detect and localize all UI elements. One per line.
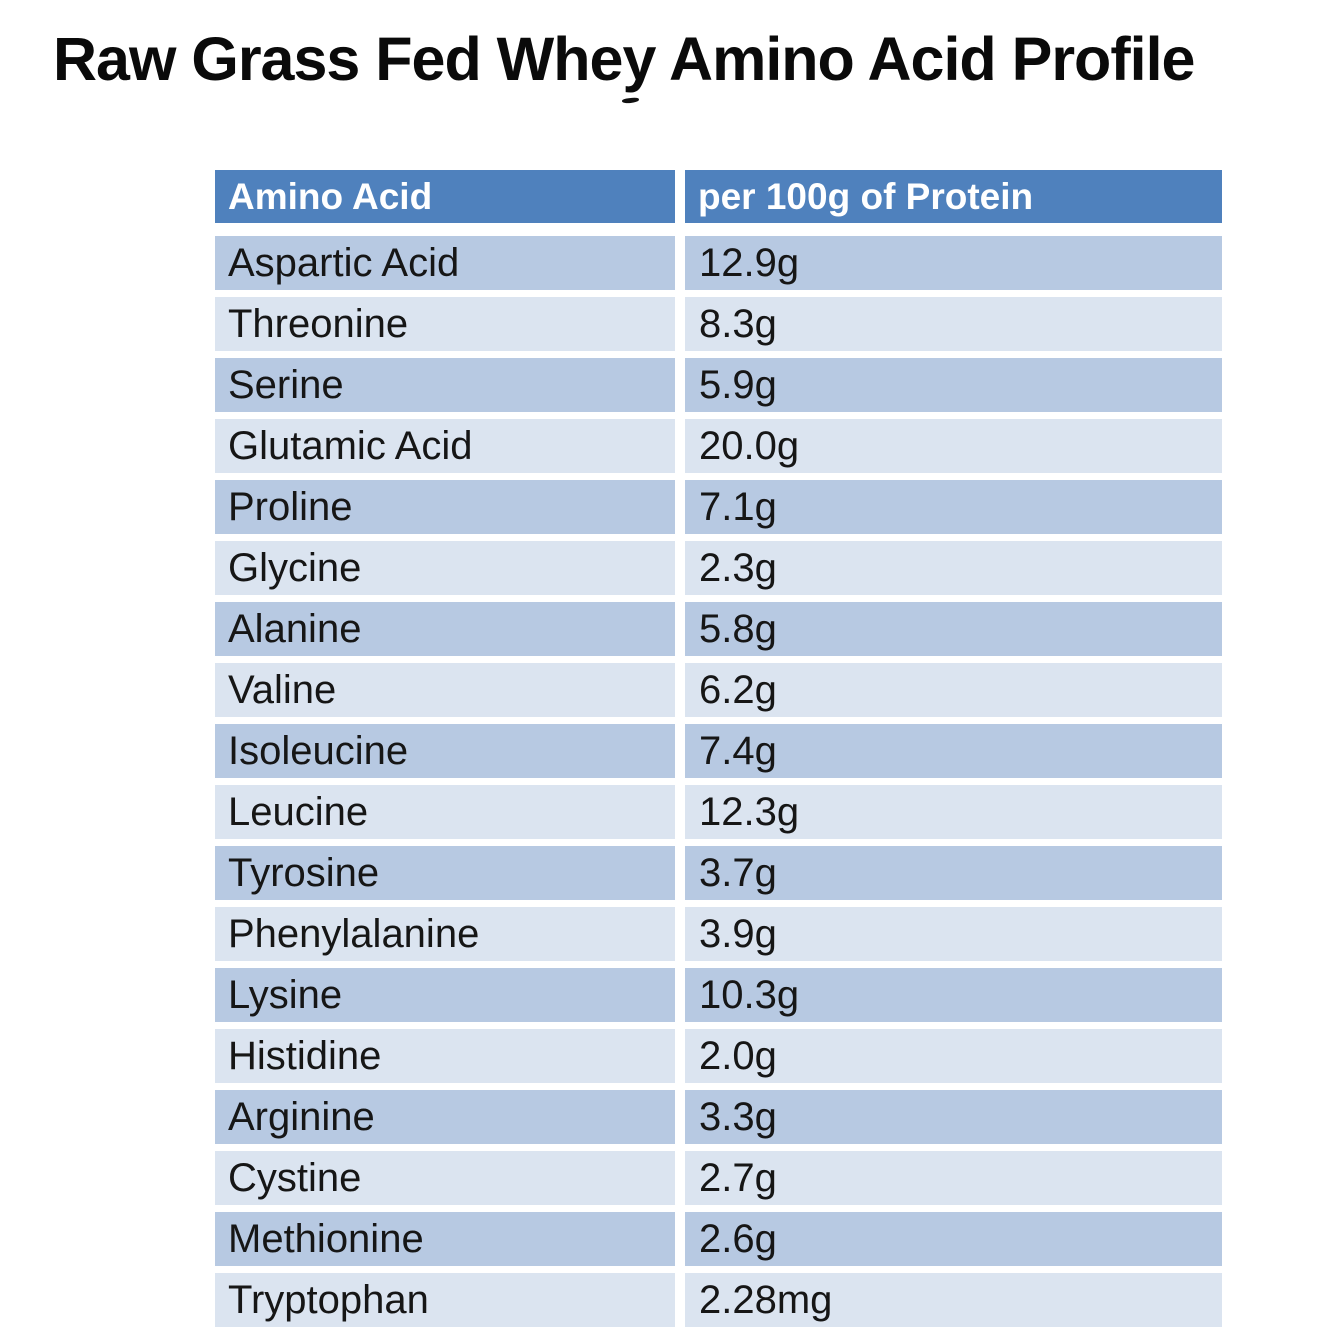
amino-acid-name-cell: Isoleucine <box>215 724 675 778</box>
amino-acid-value-cell: 12.3g <box>685 785 1222 839</box>
table-row: Proline 7.1g <box>215 480 1222 534</box>
amino-acid-value-cell: 2.28mg <box>685 1273 1222 1327</box>
page-title: Raw Grass Fed Whey Amino Acid Profile <box>53 25 1195 93</box>
amino-acid-name-cell: Glycine <box>215 541 675 595</box>
amino-acid-value-cell: 12.9g <box>685 236 1222 290</box>
amino-acid-value-cell: 6.2g <box>685 663 1222 717</box>
amino-acid-value-cell: 7.1g <box>685 480 1222 534</box>
amino-acid-value-cell: 2.3g <box>685 541 1222 595</box>
amino-acid-value-cell: 7.4g <box>685 724 1222 778</box>
table-row: Glutamic Acid 20.0g <box>215 419 1222 473</box>
amino-acid-table: Amino Acid per 100g of Protein Aspartic … <box>215 170 1222 1327</box>
stray-ink-mark <box>621 97 640 104</box>
amino-acid-value-cell: 3.3g <box>685 1090 1222 1144</box>
amino-acid-value-cell: 10.3g <box>685 968 1222 1022</box>
amino-acid-name-cell: Leucine <box>215 785 675 839</box>
table-row: Tryptophan 2.28mg <box>215 1273 1222 1327</box>
table-body: Aspartic Acid 12.9g Threonine 8.3g Serine 5.9… <box>215 236 1222 1327</box>
table-row: Histidine 2.0g <box>215 1029 1222 1083</box>
table-row: Lysine 10.3g <box>215 968 1222 1022</box>
amino-acid-name-cell: Glutamic Acid <box>215 419 675 473</box>
amino-acid-name-cell: Tyrosine <box>215 846 675 900</box>
amino-acid-name-cell: Proline <box>215 480 675 534</box>
table-header-row: Amino Acid per 100g of Protein <box>215 170 1222 223</box>
amino-acid-name-cell: Aspartic Acid <box>215 236 675 290</box>
column-header-per-100g-of-protein: per 100g of Protein <box>685 170 1222 223</box>
amino-acid-name-cell: Alanine <box>215 602 675 656</box>
amino-acid-name-cell: Tryptophan <box>215 1273 675 1327</box>
amino-acid-value-cell: 2.7g <box>685 1151 1222 1205</box>
table-row: Alanine 5.8g <box>215 602 1222 656</box>
amino-acid-name-cell: Lysine <box>215 968 675 1022</box>
amino-acid-name-cell: Arginine <box>215 1090 675 1144</box>
table-row: Isoleucine 7.4g <box>215 724 1222 778</box>
table-row: Methionine 2.6g <box>215 1212 1222 1266</box>
table-row: Aspartic Acid 12.9g <box>215 236 1222 290</box>
table-row: Valine 6.2g <box>215 663 1222 717</box>
table-row: Leucine 12.3g <box>215 785 1222 839</box>
amino-acid-value-cell: 20.0g <box>685 419 1222 473</box>
amino-acid-value-cell: 5.8g <box>685 602 1222 656</box>
table-row: Serine 5.9g <box>215 358 1222 412</box>
amino-acid-name-cell: Threonine <box>215 297 675 351</box>
amino-acid-value-cell: 3.9g <box>685 907 1222 961</box>
amino-acid-value-cell: 2.6g <box>685 1212 1222 1266</box>
table-row: Tyrosine 3.7g <box>215 846 1222 900</box>
table-row: Glycine 2.3g <box>215 541 1222 595</box>
column-header-amino-acid: Amino Acid <box>215 170 675 223</box>
amino-acid-name-cell: Valine <box>215 663 675 717</box>
table-row: Phenylalanine 3.9g <box>215 907 1222 961</box>
table-row: Threonine 8.3g <box>215 297 1222 351</box>
table-row: Arginine 3.3g <box>215 1090 1222 1144</box>
amino-acid-value-cell: 3.7g <box>685 846 1222 900</box>
amino-acid-value-cell: 5.9g <box>685 358 1222 412</box>
amino-acid-name-cell: Serine <box>215 358 675 412</box>
amino-acid-name-cell: Cystine <box>215 1151 675 1205</box>
amino-acid-name-cell: Phenylalanine <box>215 907 675 961</box>
amino-acid-name-cell: Histidine <box>215 1029 675 1083</box>
amino-acid-value-cell: 2.0g <box>685 1029 1222 1083</box>
amino-acid-name-cell: Methionine <box>215 1212 675 1266</box>
table-row: Cystine 2.7g <box>215 1151 1222 1205</box>
amino-acid-value-cell: 8.3g <box>685 297 1222 351</box>
